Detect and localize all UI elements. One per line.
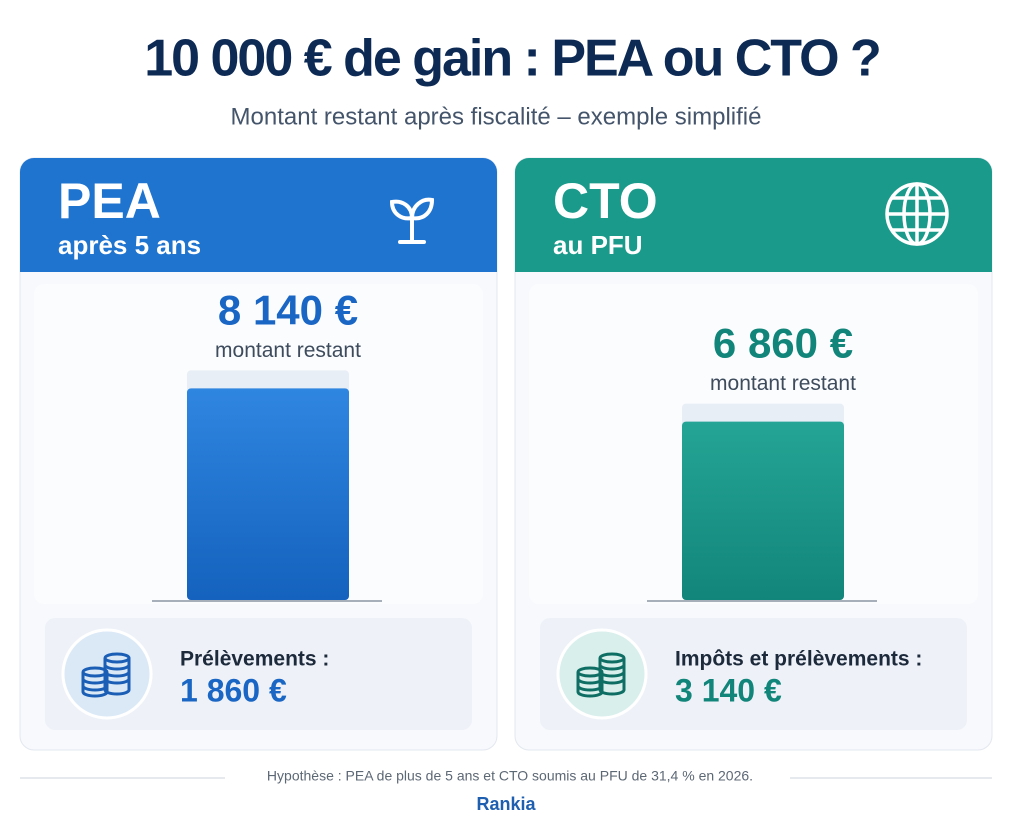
title: 10 000 € de gain : PEA ou CTO ? [144, 30, 880, 88]
icon [389, 197, 435, 244]
card-header [515, 158, 992, 272]
value-label: 6 860 € [713, 320, 853, 367]
value-label: 8 140 € [218, 286, 358, 333]
card-header [20, 158, 497, 272]
bar [187, 388, 349, 600]
value-caption: montant restant [215, 339, 361, 362]
value-caption: montant restant [710, 372, 856, 395]
card-title: CTO [553, 173, 658, 229]
deduction-value: 3 140 € [675, 672, 782, 708]
card-subtitle: au PFU [553, 230, 643, 260]
deduction-title: Prélèvements : [180, 648, 329, 671]
note: Hypothèse : PEA de plus de 5 ans et CTO … [267, 768, 753, 784]
bar [682, 421, 844, 600]
card-title: PEA [58, 173, 161, 229]
deduction-value: 1 860 € [180, 672, 287, 708]
icon [885, 182, 949, 246]
deduction-box [45, 618, 472, 730]
card-subtitle: après 5 ans [58, 230, 201, 260]
brand: Rankia [476, 794, 536, 814]
deduction-title: Impôts et prélèvements : [675, 648, 922, 671]
subtitle: Montant restant après fiscalité – exempl… [231, 103, 762, 130]
deduction-box [540, 618, 967, 730]
